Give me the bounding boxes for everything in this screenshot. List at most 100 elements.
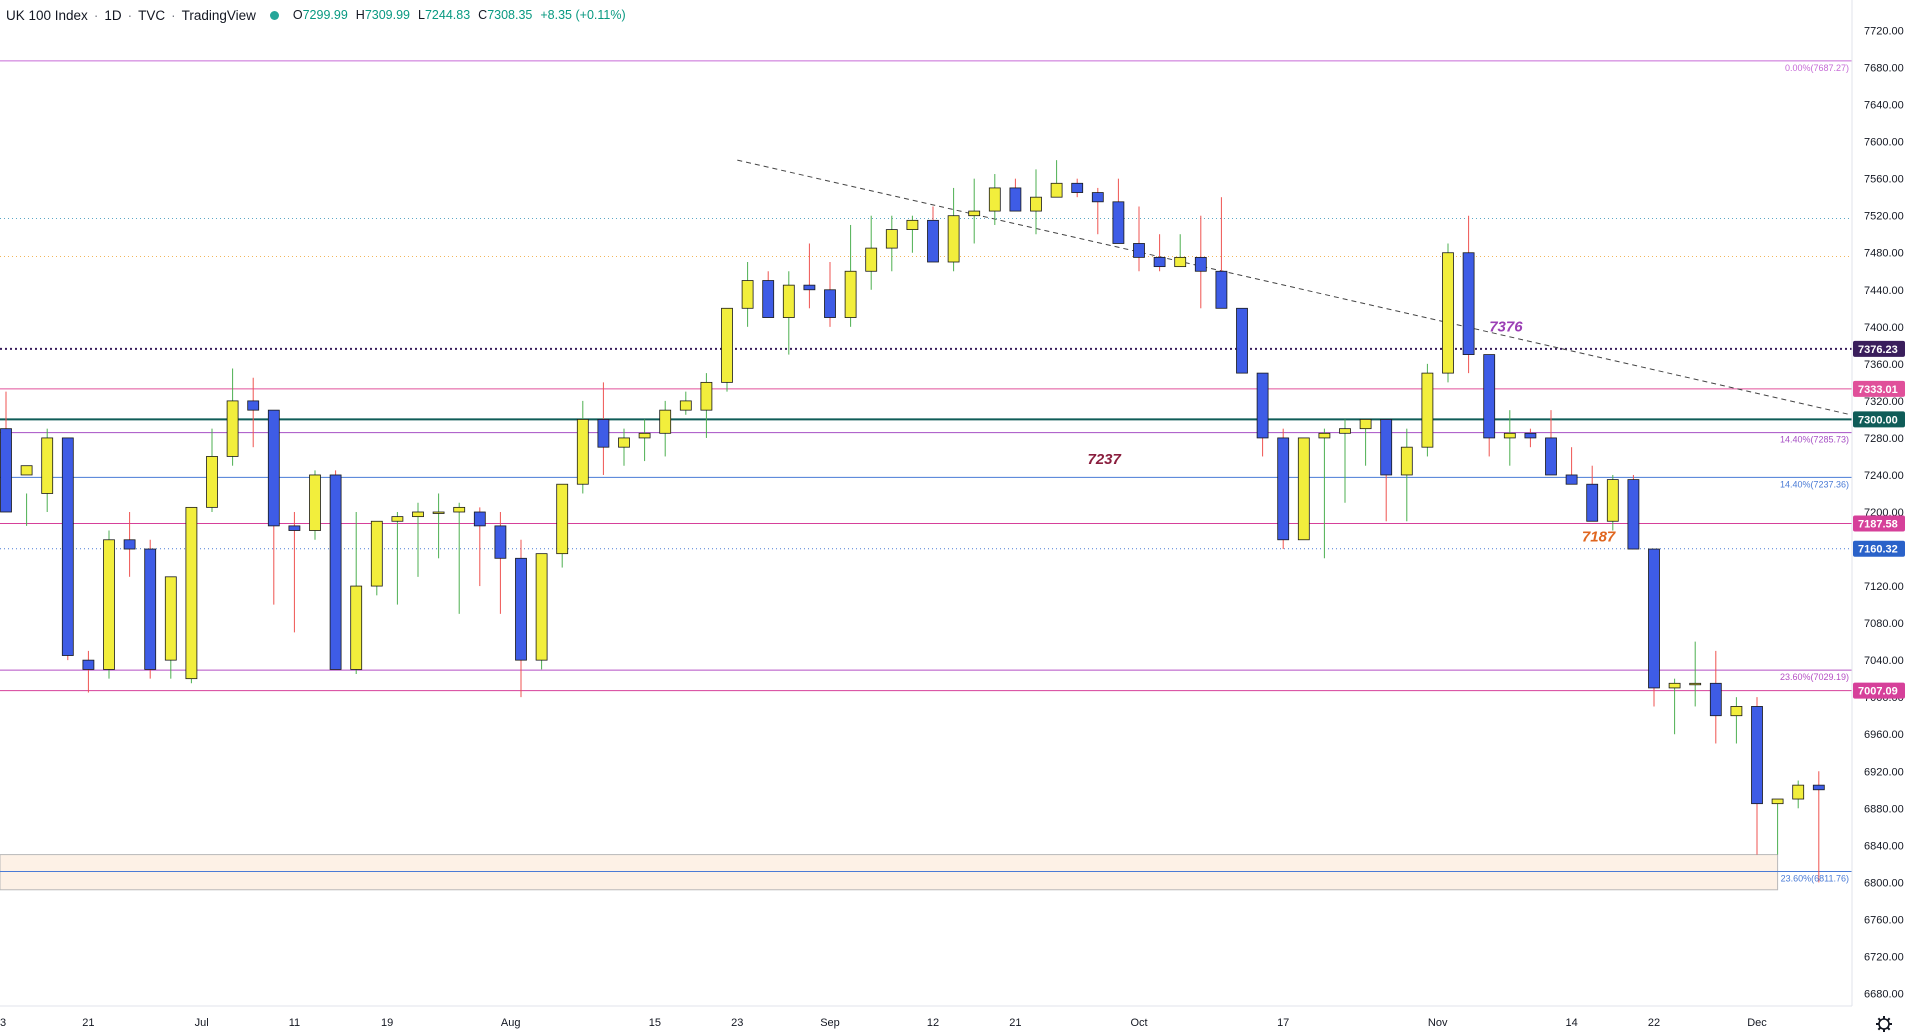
interval-label[interactable]: 1D — [104, 7, 122, 23]
fib-level-label: 14.40%(7285.73) — [1780, 435, 1849, 445]
time-tick-label: Aug — [501, 1017, 521, 1029]
candle-body — [1483, 354, 1496, 439]
trendline-layer — [737, 159, 1909, 429]
candle — [432, 493, 445, 559]
candle-body — [144, 548, 157, 670]
candle — [309, 470, 321, 540]
candle-body — [103, 539, 115, 670]
candle-body — [1071, 182, 1084, 193]
candle — [267, 409, 280, 605]
candle — [1359, 419, 1372, 466]
price-tick-label: 7440.00 — [1864, 285, 1904, 297]
candle-body — [41, 437, 54, 494]
candle-body — [1606, 479, 1619, 522]
price-label-text: 7300.00 — [1858, 414, 1898, 426]
candle-body — [247, 400, 260, 411]
fib-level-label: 23.60%(7029.19) — [1780, 672, 1849, 682]
candle-body — [1627, 479, 1640, 550]
candle-body — [226, 400, 239, 457]
candle — [82, 650, 95, 693]
candle — [1030, 169, 1042, 235]
candle-body — [1503, 432, 1516, 439]
candle — [1400, 428, 1413, 522]
candle-body — [350, 585, 363, 670]
candle-body — [1277, 437, 1290, 541]
price-label-text: 7160.32 — [1858, 544, 1898, 556]
candle-body — [906, 219, 919, 230]
candle — [1133, 206, 1145, 272]
candle-body — [535, 553, 548, 661]
candle — [350, 512, 363, 675]
price-label-badge: 7333.01 — [1853, 380, 1905, 397]
candle-body — [370, 520, 383, 587]
candle — [988, 174, 1001, 225]
candle-body — [432, 511, 445, 514]
descending-trendline — [737, 159, 1909, 429]
price-tick-label: 6920.00 — [1864, 766, 1904, 778]
candle — [41, 428, 54, 512]
candle-body — [61, 437, 74, 656]
candle — [803, 243, 816, 309]
candle-body — [206, 456, 218, 508]
annotations: 7376 7237 7187 — [1088, 318, 1616, 545]
support-zone-rect — [0, 854, 1779, 891]
candle — [597, 382, 610, 475]
price-tick-label: 6720.00 — [1864, 951, 1904, 963]
candle — [844, 224, 857, 327]
candle — [1380, 419, 1393, 522]
candle-body — [927, 219, 939, 263]
candle — [20, 465, 33, 526]
candle-body — [1194, 256, 1207, 272]
candle-body — [1709, 682, 1722, 717]
fib-level-label: 14.40%(7237.36) — [1780, 479, 1849, 489]
candle-body — [597, 419, 610, 448]
candle — [1112, 178, 1125, 244]
candle-body — [1812, 784, 1825, 791]
time-axis-bg — [0, 1006, 1852, 1036]
gear-tooth — [1887, 1017, 1891, 1021]
candle — [927, 206, 939, 263]
candle-body — [329, 474, 342, 670]
ohlc-low: L7244.83 — [418, 8, 471, 22]
candle-body — [638, 432, 651, 439]
candle-body — [1524, 432, 1537, 439]
candle — [185, 506, 198, 684]
candle-body — [865, 247, 878, 272]
time-tick-label: 17 — [1277, 1017, 1289, 1029]
candle — [1071, 178, 1084, 198]
candle-body — [494, 525, 507, 559]
candle — [1689, 641, 1702, 707]
candle — [1215, 197, 1228, 309]
time-axis: 3 21 Jul 11 19 Aug 15 23 Sep 12 21 Oct 17 Nov 14 22 Dec — [0, 1005, 1852, 1036]
candle — [123, 512, 136, 577]
candle-body — [1215, 270, 1228, 309]
candle — [453, 502, 466, 614]
gear-icon[interactable] — [1876, 1016, 1892, 1032]
candle — [618, 428, 630, 466]
candle — [824, 262, 836, 327]
time-tick-label: Sep — [820, 1017, 840, 1029]
candle — [391, 512, 404, 605]
candle — [1709, 650, 1722, 744]
candle-body — [1462, 252, 1475, 355]
time-tick-label: Nov — [1428, 1017, 1448, 1029]
candle-body — [473, 511, 486, 527]
price-annotation: 7376 — [1489, 318, 1523, 335]
time-tick-label: Dec — [1747, 1017, 1767, 1029]
candle — [0, 391, 12, 513]
price-label-text: 7333.01 — [1858, 384, 1898, 396]
candle — [226, 368, 239, 466]
candle-body — [453, 506, 466, 513]
price-tick-label: 7560.00 — [1864, 174, 1904, 186]
symbol-name[interactable]: UK 100 Index — [6, 7, 88, 23]
time-tick-label: 11 — [289, 1017, 300, 1029]
candle-body — [700, 381, 713, 411]
candle-body — [1153, 256, 1166, 268]
candle-body — [556, 483, 569, 555]
candle-body — [1565, 474, 1578, 485]
candle-body — [1668, 682, 1681, 689]
candle-body — [824, 289, 836, 318]
candle — [1503, 410, 1516, 466]
